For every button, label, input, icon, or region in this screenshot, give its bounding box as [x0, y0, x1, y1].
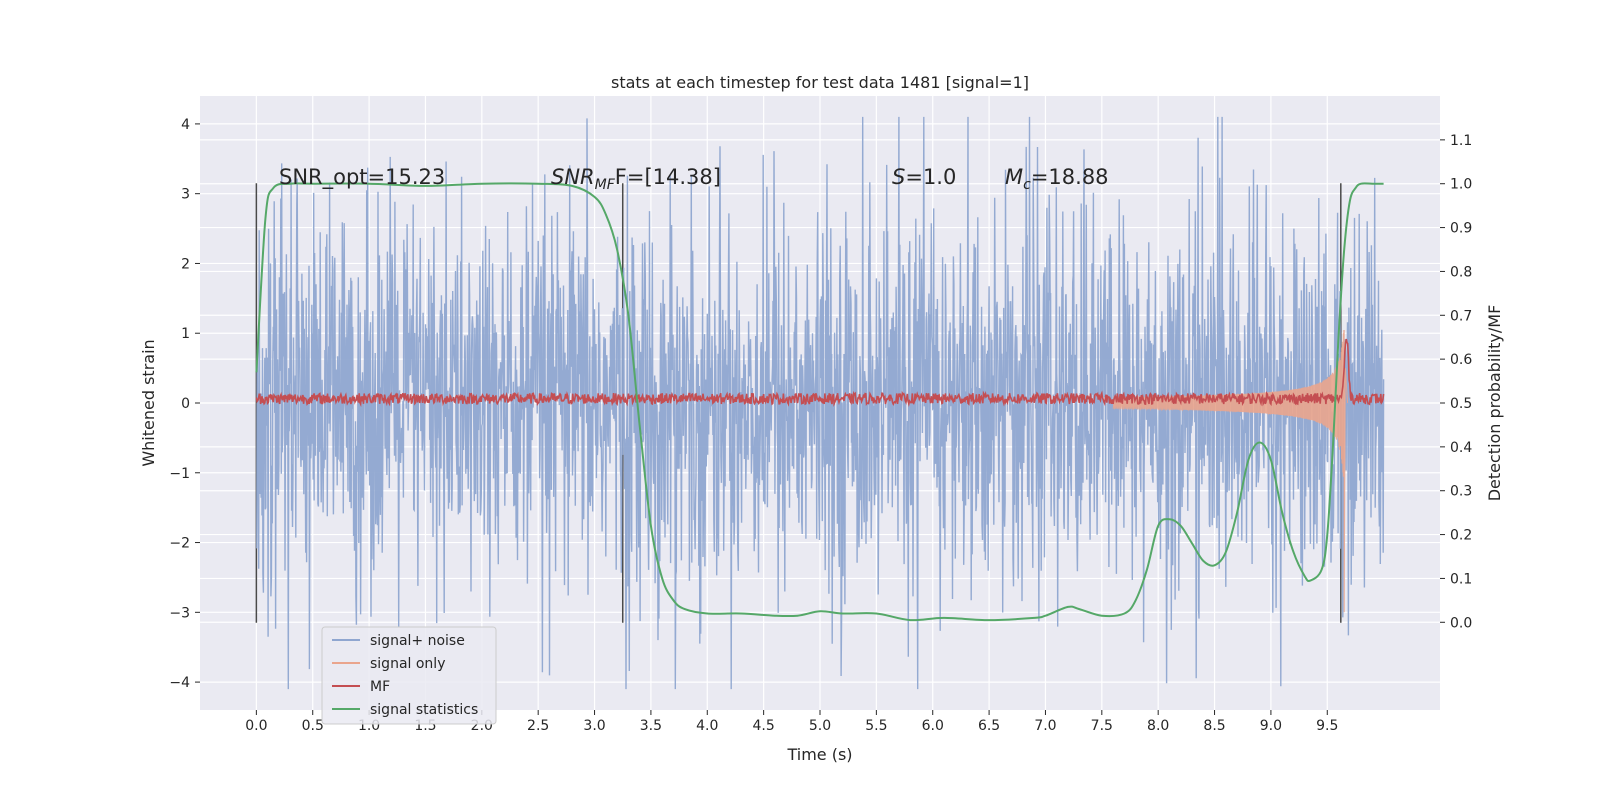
y-tick-label-right: 0.9 [1450, 221, 1472, 237]
x-tick-label: 3.5 [640, 718, 662, 734]
legend-label-mf: MF [370, 679, 390, 695]
y-tick-label-right: 1.1 [1450, 133, 1472, 149]
tick-labels: 0.0 0.5 1.0 1.5 2.0 2.5 3.0 3.5 4.0 4.5 5.0 5.5 6.0 6… [169, 117, 1472, 734]
annotation-snr-mf-sub: MF [595, 177, 616, 193]
y-tick-label-right: 0.8 [1450, 264, 1472, 280]
y-tick-label-left: 2 [181, 256, 190, 272]
y-tick-label-left: −4 [169, 675, 190, 691]
x-tick-label: 5.5 [865, 718, 887, 734]
x-tick-label: 4.5 [753, 718, 775, 734]
x-tick-label: 3.0 [583, 718, 605, 734]
x-tick-label: 6.0 [922, 718, 944, 734]
annotation-s-value: =1.0 [905, 165, 956, 189]
x-axis-label: Time (s) [786, 745, 852, 764]
y-tick-label-left: 3 [181, 187, 190, 203]
legend-label-signal-only: signal only [370, 656, 445, 672]
x-tick-label: 7.5 [1091, 718, 1113, 734]
y-tick-label-right: 0.4 [1450, 440, 1472, 456]
annotation-snr-mf-base: SNR [551, 165, 595, 189]
annotation-mc-label: M [1005, 165, 1023, 189]
annotation-mc-sub: c [1023, 177, 1031, 193]
y-axis-label-right: Detection probability/MF [1485, 305, 1504, 502]
x-tick-label: 9.5 [1316, 718, 1338, 734]
legend-label-signal-noise: signal+ noise [370, 633, 465, 649]
y-tick-label-right: 0.6 [1450, 352, 1472, 368]
x-tick-label: 7.0 [1034, 718, 1056, 734]
legend-box [321, 626, 497, 725]
y-axis-label-left: Whitened strain [139, 339, 158, 466]
annotation-mc: Mc=18.88 [1005, 165, 1109, 193]
series-mf [255, 338, 1385, 408]
y-tick-label-right: 0.1 [1450, 571, 1472, 587]
chart-title: stats at each timestep for test data 148… [611, 73, 1029, 92]
annotation-snr-opt: SNR_opt=15.23 [279, 165, 445, 190]
legend: signal+ noise signal only MF signal stat… [321, 626, 497, 725]
x-tick-label: 5.0 [809, 718, 831, 734]
series-signal-statistics [255, 182, 1384, 622]
y-tick-label-right: 0.2 [1450, 528, 1472, 544]
series-signal-noise [255, 116, 1385, 690]
annotation-snr-mf-rest: F=[14.38] [615, 165, 721, 189]
y-tick-label-left: 4 [181, 117, 190, 133]
x-tick-label: 0.0 [245, 718, 267, 734]
y-tick-label-left: 1 [181, 326, 190, 342]
y-tick-label-left: −2 [169, 536, 190, 552]
annotation-snr-mf: SNRMFF=[14.38] [551, 165, 721, 193]
y-tick-label-right: 0.5 [1450, 396, 1472, 412]
x-tick-label: 2.5 [527, 718, 549, 734]
x-tick-label: 8.5 [1203, 718, 1225, 734]
series-layer [255, 116, 1385, 690]
y-tick-label-right: 0.3 [1450, 484, 1472, 500]
y-tick-label-right: 0.0 [1450, 615, 1472, 631]
annotation-mc-value: =18.88 [1031, 165, 1109, 189]
x-tick-label: 6.5 [978, 718, 1000, 734]
x-tick-label: 4.0 [696, 718, 718, 734]
y-tick-label-right: 0.7 [1450, 308, 1472, 324]
y-tick-label-right: 1.0 [1450, 177, 1472, 193]
y-tick-label-left: −1 [169, 466, 190, 482]
y-tick-label-left: −3 [169, 605, 190, 621]
x-tick-label: 9.0 [1260, 718, 1282, 734]
y-tick-label-left: 0 [181, 396, 190, 412]
legend-label-signal-statistics: signal statistics [370, 702, 478, 718]
series-signal-only [1112, 330, 1349, 613]
x-tick-label: 8.0 [1147, 718, 1169, 734]
x-tick-label: 0.5 [302, 718, 324, 734]
annotation-s-label: S [892, 165, 905, 189]
annotation-s: S=1.0 [892, 165, 956, 189]
